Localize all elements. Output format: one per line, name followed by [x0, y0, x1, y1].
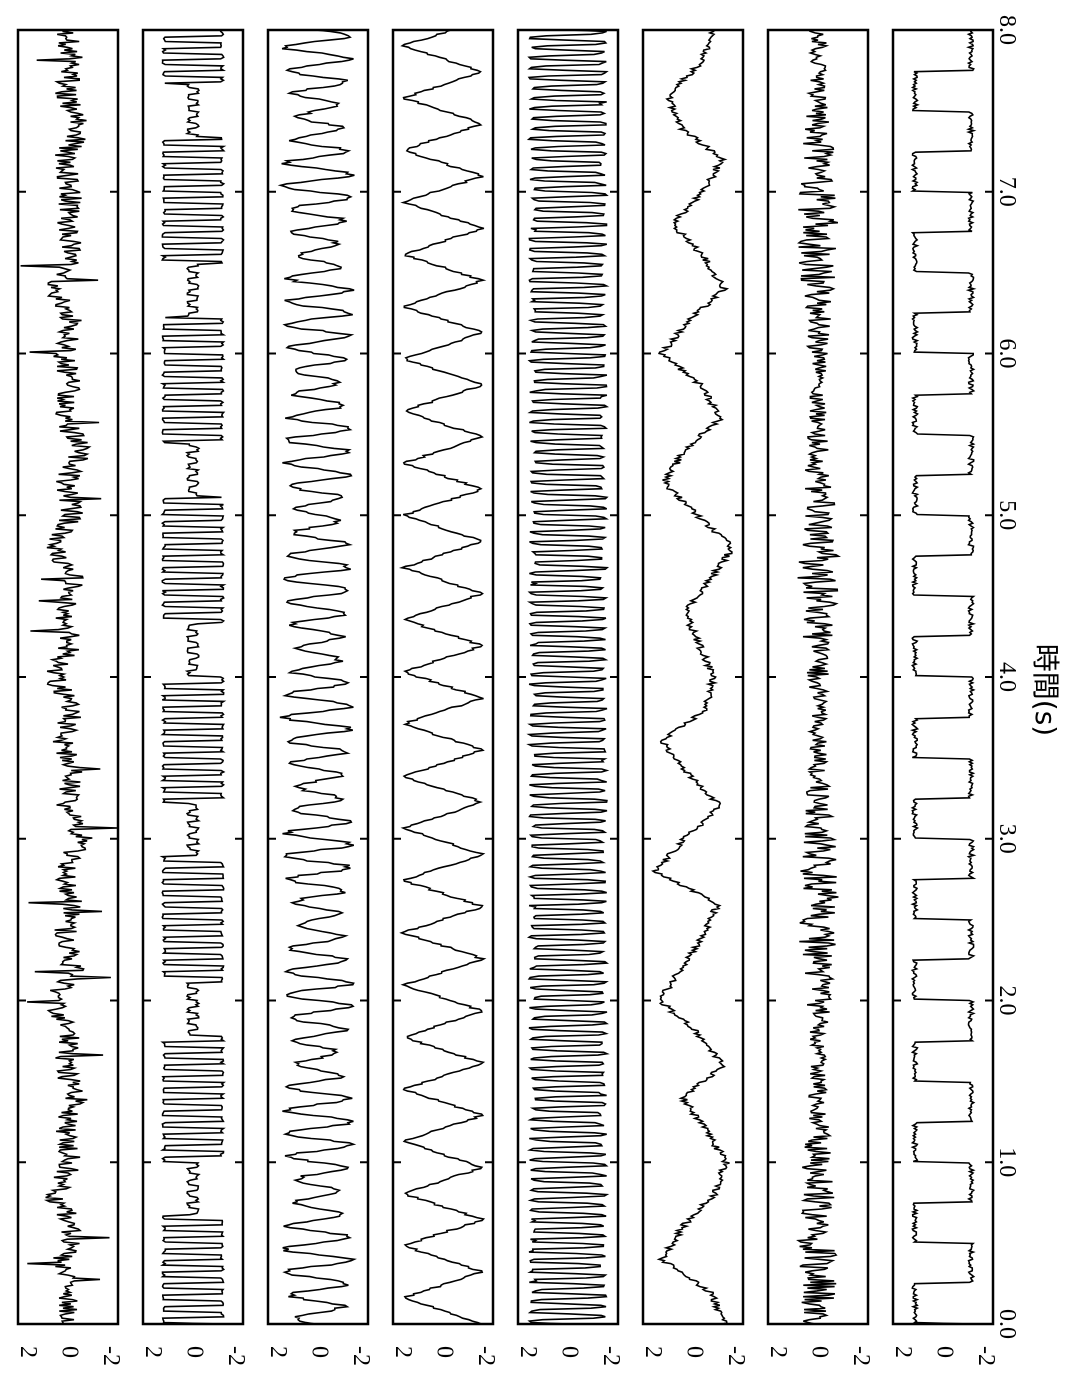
x-axis-title: 時間(s) [1029, 644, 1062, 736]
panel-frame [641, 28, 745, 1326]
series-trace [909, 29, 977, 1325]
y-tick-label: 0 [56, 1346, 82, 1358]
series-trace [526, 29, 610, 1325]
series-trace [20, 29, 119, 1325]
y-tick-label: 0 [556, 1346, 582, 1358]
y-tick-label: 2 [890, 1346, 916, 1358]
series-trace [651, 29, 733, 1325]
x-tick-labels: 0.0 1.0 2.0 3.0 4.0 5.0 6.0 7.0 8.0 [994, 15, 1020, 1339]
x-tick-label: 6.0 [994, 339, 1020, 369]
panel-6 [641, 28, 745, 1326]
y-tick-label: 0 [306, 1346, 332, 1358]
series-trace [159, 29, 227, 1325]
y-tick-label: -2 [973, 1346, 999, 1366]
x-tick-label: 8.0 [994, 15, 1020, 45]
panel-3 [266, 28, 370, 1326]
y-tick-label: 0 [931, 1346, 957, 1358]
y-tick-label: -2 [223, 1346, 249, 1366]
panel-8 [891, 28, 995, 1326]
panel-7 [766, 28, 870, 1326]
y-tick-label: 2 [265, 1346, 291, 1358]
panel-5 [516, 28, 620, 1326]
x-tick-label: 5.0 [994, 500, 1020, 530]
y-tick-label: 0 [181, 1346, 207, 1358]
panel-1 [16, 28, 120, 1326]
y-tick-label: -2 [473, 1346, 499, 1366]
series-trace [277, 29, 357, 1325]
series-trace [398, 29, 487, 1325]
x-tick-label: 0.0 [994, 1309, 1020, 1339]
x-tick-label: 1.0 [994, 1147, 1020, 1177]
y-tick-label: -2 [723, 1346, 749, 1366]
x-tick-label: 4.0 [994, 662, 1020, 692]
y-tick-label: -2 [98, 1346, 124, 1366]
x-tick-label: 7.0 [994, 177, 1020, 207]
y-tick-label: -2 [848, 1346, 874, 1366]
y-tick-labels: 2 0 -2 2 0 -2 2 0 -2 2 0 -2 2 0 -2 2 0 -2 2 0 -2 2 0 -2 [15, 1346, 999, 1366]
y-tick-label: 2 [765, 1346, 791, 1358]
y-tick-label: -2 [348, 1346, 374, 1366]
series-trace [796, 29, 842, 1325]
x-tick-label: 3.0 [994, 824, 1020, 854]
panel-frame [141, 28, 245, 1326]
panel-4 [391, 28, 495, 1326]
panels-group [16, 28, 995, 1326]
y-tick-label: 2 [390, 1346, 416, 1358]
y-tick-label: 2 [640, 1346, 666, 1358]
x-tick-label: 2.0 [994, 986, 1020, 1016]
y-tick-label: 0 [431, 1346, 457, 1358]
y-tick-label: -2 [598, 1346, 624, 1366]
panel-2 [141, 28, 245, 1326]
panel-frame [391, 28, 495, 1326]
y-tick-label: 0 [681, 1346, 707, 1358]
y-tick-label: 0 [806, 1346, 832, 1358]
y-tick-label: 2 [515, 1346, 541, 1358]
y-tick-label: 2 [140, 1346, 166, 1358]
y-tick-label: 2 [15, 1346, 41, 1358]
